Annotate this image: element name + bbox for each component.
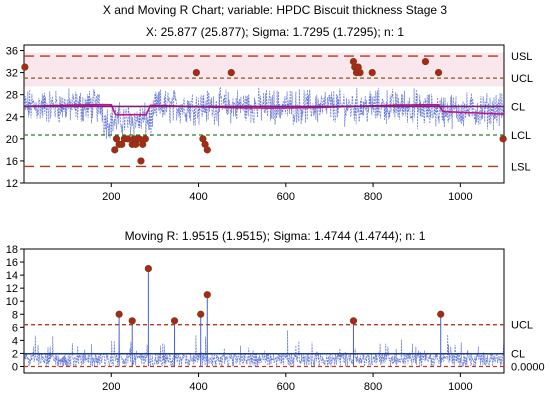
plot-frame: [23, 248, 505, 374]
y-tick-label: 12: [6, 178, 18, 190]
y-tick-label: 18: [6, 244, 18, 256]
out-of-control-point: [203, 146, 211, 154]
out-of-control-point: [349, 317, 358, 325]
y-tick-label: 20: [6, 134, 18, 146]
out-of-control-point: [128, 317, 136, 325]
y-tick-label: 36: [6, 46, 18, 58]
out-of-control-point: [115, 310, 123, 318]
y-tick-label: 0: [12, 361, 18, 373]
chart-title: X and Moving R Chart; variable: HPDC Bis…: [103, 3, 447, 17]
x-tick-label: 400: [189, 381, 207, 393]
y-tick-label: 14: [6, 270, 18, 282]
y-tick-label: 8: [12, 309, 18, 321]
out-of-control-point: [170, 317, 179, 325]
y-tick-label: 16: [6, 156, 18, 168]
y-tick-label: 16: [6, 257, 18, 269]
y-tick-label: 28: [6, 90, 18, 102]
out-of-control-point: [499, 135, 507, 143]
y-tick-label: 6: [12, 322, 18, 334]
x-tick-label: 1000: [448, 191, 472, 203]
limit-label-ucl: UCL: [511, 73, 533, 85]
limit-label-00000: 0.0000: [511, 361, 545, 373]
y-tick-label: 4: [12, 335, 18, 347]
y-tick-label: 12: [6, 283, 18, 295]
x-chart-subtitle: X: 25.877 (25.877); Sigma: 1.7295 (1.729…: [146, 25, 404, 39]
y-tick-label: 32: [6, 68, 18, 80]
series-area: [24, 87, 504, 139]
limit-label-ucl: UCL: [511, 320, 533, 332]
limit-label-lcl: LCL: [511, 130, 531, 142]
out-of-control-point: [356, 69, 364, 77]
x-tick-label: 200: [102, 381, 120, 393]
x-tick-label: 600: [277, 381, 295, 393]
out-of-control-point: [434, 69, 443, 77]
out-of-control-point: [21, 63, 29, 71]
spec-band: [24, 52, 504, 87]
out-of-control-point: [124, 135, 132, 143]
x-tick-label: 1000: [448, 381, 472, 393]
data-series-line: [24, 87, 504, 139]
y-tick-label: 24: [6, 112, 18, 124]
limit-label-cl: CL: [511, 101, 525, 113]
x-tick-label: 800: [364, 381, 382, 393]
out-of-control-point: [368, 69, 376, 77]
x-tick-label: 800: [364, 191, 382, 203]
y-tick-label: 2: [12, 348, 18, 360]
x-tick-label: 400: [189, 191, 207, 203]
data-series-line: [24, 330, 504, 368]
out-of-control-point: [111, 146, 119, 154]
y-tick-label: 10: [6, 296, 18, 308]
series-area: [24, 268, 504, 368]
limit-label-usl: USL: [511, 51, 532, 63]
out-of-control-point: [197, 310, 205, 318]
x-tick-label: 200: [102, 191, 120, 203]
out-of-control-point: [192, 69, 200, 77]
out-of-control-point: [437, 310, 445, 318]
x-chart: 12 16 20 24 28 32 36 200 400 600 800 1000 USL UCL CL LC…: [6, 44, 533, 203]
out-of-control-point: [141, 135, 149, 143]
limit-label-cl: CL: [511, 349, 525, 361]
limit-label-lsl: LSL: [511, 161, 531, 173]
x-tick-label: 600: [277, 191, 295, 203]
r-chart-subtitle: Moving R: 1.9515 (1.9515); Sigma: 1.4744…: [125, 229, 426, 243]
moving-average-line: [24, 103, 504, 116]
out-of-control-point: [421, 57, 430, 66]
out-of-control-point: [227, 69, 235, 77]
out-of-control-point: [137, 157, 145, 165]
out-of-control-point: [203, 291, 211, 299]
out-of-control-point: [144, 264, 152, 273]
